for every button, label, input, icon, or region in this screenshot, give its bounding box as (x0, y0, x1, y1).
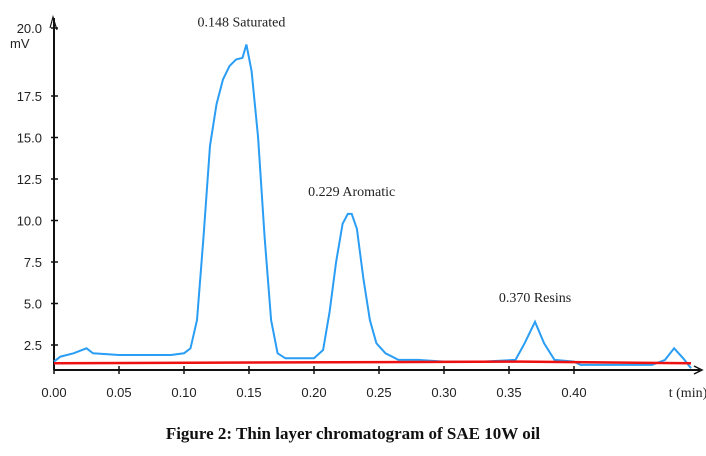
x-axis-label: t (min) (669, 386, 706, 401)
x-tick-label: 0.15 (236, 385, 261, 400)
x-tick-label: 0.40 (561, 385, 586, 400)
x-axis-arrow-icon (693, 365, 704, 375)
series-line-baseline (53, 360, 692, 365)
y-tick-label: 2.5 (24, 338, 42, 353)
chromatogram-plot: 0.00 0.05 0.10 0.15 0.20 0.25 0.30 0.35 0.40 t (m… (10, 14, 706, 401)
y-axis-label: mV (10, 36, 30, 51)
x-tick-label: 0.00 (41, 385, 66, 400)
peak-annotation: 0.229 Aromatic (308, 185, 395, 200)
y-tick-label: 20.0 (17, 21, 42, 36)
x-tick-label: 0.25 (366, 385, 391, 400)
x-tick-label: 0.30 (431, 385, 456, 400)
figure-caption: Figure 2: Thin layer chromatogram of SAE… (165, 424, 541, 443)
y-tick-label: 7.5 (24, 255, 42, 270)
peak-annotation: 0.370 Resins (499, 291, 571, 306)
y-axis-arrow-icon (49, 14, 58, 31)
peak-annotation: 0.148 Saturated (197, 16, 285, 31)
y-tick-label: 17.5 (17, 89, 42, 104)
y-tick-label: 12.5 (17, 172, 42, 187)
y-tick-label: 5.0 (24, 297, 42, 312)
x-tick-label: 0.20 (301, 385, 326, 400)
x-tick-label: 0.35 (496, 385, 521, 400)
series-line-signal (53, 44, 692, 369)
x-tick-label: 0.05 (106, 385, 131, 400)
y-tick-label: 10.0 (17, 214, 42, 229)
x-tick-label: 0.10 (171, 385, 196, 400)
y-tick-label: 15.0 (17, 131, 42, 146)
